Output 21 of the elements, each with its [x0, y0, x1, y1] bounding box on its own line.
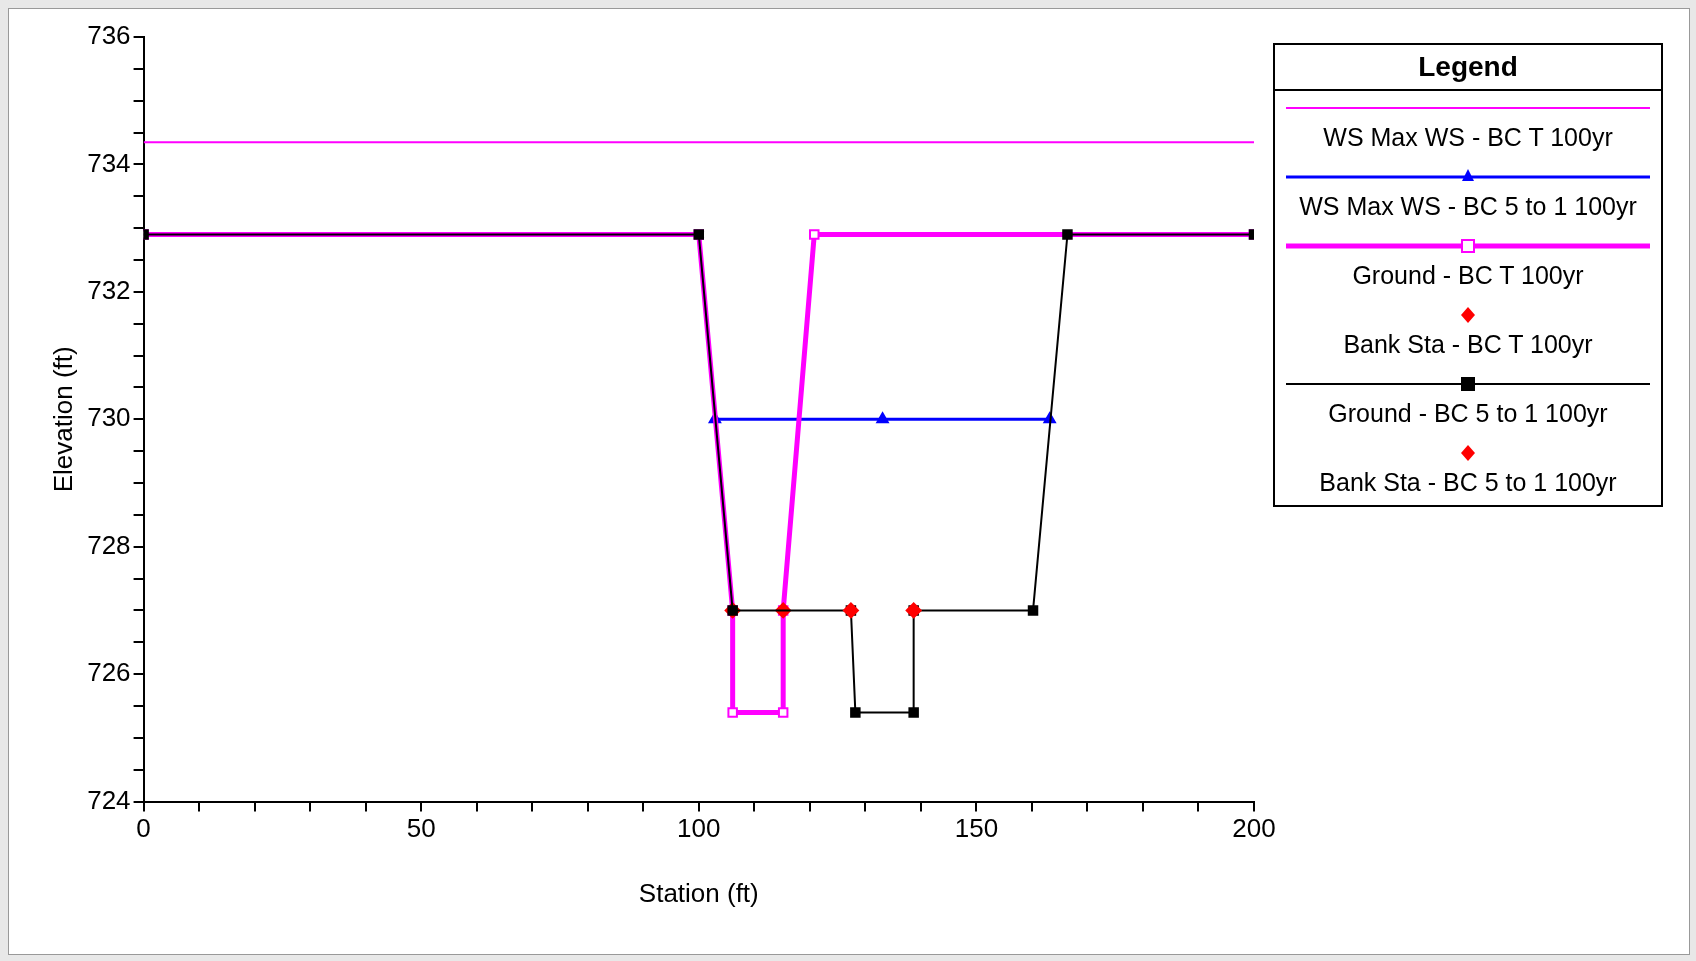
legend-label: Bank Sta - BC T 100yr	[1342, 329, 1594, 360]
y-tick-label: 730	[87, 402, 131, 433]
text: WS Max WS - BC T 100yr	[1322, 122, 1614, 153]
y-tick-label: 726	[87, 657, 131, 688]
y-tick-label: 732	[87, 275, 131, 306]
legend-label: Ground - BC 5 to 1 100yr	[1327, 398, 1609, 429]
x-tick-label: 150	[954, 813, 999, 844]
x-tick-label: 0	[136, 813, 151, 844]
x-tick-label: 100	[677, 813, 721, 844]
x-axis-title: Station (ft)	[638, 877, 759, 908]
x-tick-label: 200	[1232, 813, 1276, 844]
y-tick-label: 724	[87, 784, 131, 815]
legend-label: Bank Sta - BC 5 to 1 100yr	[1318, 467, 1618, 498]
y-tick-label: 736	[87, 20, 131, 51]
y-tick-label: 728	[87, 529, 131, 560]
legend-label: WS Max WS - BC 5 to 1 100yr	[1298, 191, 1638, 222]
legend-title: Legend	[1275, 45, 1661, 91]
y-tick-label: 734	[87, 147, 131, 178]
x-tick-label: 50	[406, 813, 436, 844]
y-axis-title: Elevation (ft)	[47, 346, 78, 493]
legend-label: Ground - BC T 100yr	[1351, 260, 1585, 291]
